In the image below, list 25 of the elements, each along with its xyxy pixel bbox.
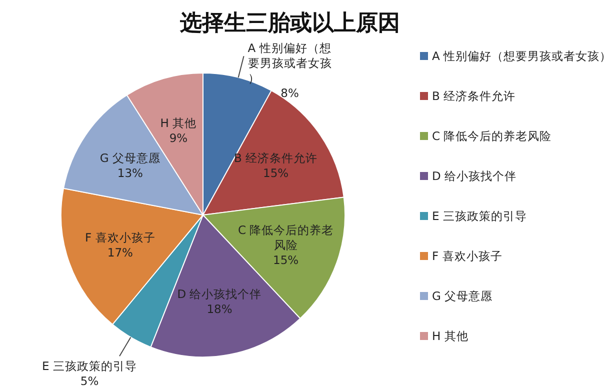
data-label: 18% [206,302,232,316]
data-label: 13% [117,166,144,180]
slice-label: G 父母意愿 [100,151,160,166]
legend-label: H 其他 [432,329,468,343]
slice-label: D 给小孩找个伴 [177,286,262,301]
slice-label: C 降低今后的养老风险 [238,222,334,252]
slice-label: H 其他 [160,116,197,130]
slice-label: A 性别偏好（想要男孩或者女孩） [248,41,332,86]
chart-title: 选择生三胎或以上原因 [179,10,400,36]
legend-label: D 给小孩找个伴 [432,169,517,183]
legend-label: A 性别偏好（想要男孩或者女孩） [432,49,610,63]
legend-label: B 经济条件允许 [432,89,516,103]
data-label: 5% [80,374,99,387]
slice-label: B 经济条件允许 [234,151,318,166]
data-label: 15% [263,166,289,180]
legend-label: G 父母意愿 [432,289,493,303]
legend-label: C 降低今后的养老风险 [432,129,552,143]
data-label: 15% [273,252,299,267]
legend-label: E 三孩政策的引导 [432,209,527,223]
data-label: 8% [280,86,299,100]
slice-label: F 喜欢小孩子 [85,230,156,244]
slice-label: E 三孩政策的引导 [42,359,137,374]
data-label: 17% [107,245,134,260]
legend-label: F 喜欢小孩子 [432,249,502,263]
data-label: 9% [169,130,188,145]
